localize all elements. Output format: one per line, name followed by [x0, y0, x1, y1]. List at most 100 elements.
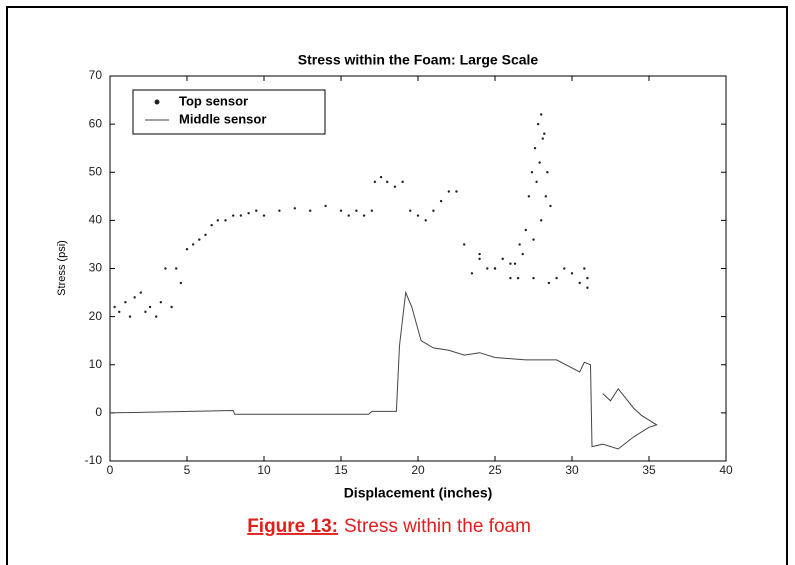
- data-point: [533, 146, 537, 150]
- x-tick-label: 40: [719, 463, 733, 477]
- data-point: [586, 276, 589, 280]
- data-point: [393, 185, 397, 188]
- y-tick-label: 30: [89, 261, 103, 275]
- data-point: [239, 214, 243, 217]
- data-point: [198, 238, 201, 241]
- data-point: [204, 233, 207, 237]
- data-point: [544, 195, 548, 198]
- data-point: [262, 214, 266, 217]
- data-point: [164, 267, 167, 270]
- data-line: [109, 290, 658, 450]
- data-point: [478, 252, 481, 256]
- data-point: [541, 137, 544, 140]
- data-point: [516, 276, 520, 280]
- x-tick-label: 0: [107, 463, 114, 477]
- data-point: [486, 267, 489, 270]
- x-tick-label: 5: [184, 463, 191, 477]
- data-point: [210, 223, 213, 227]
- data-point: [118, 310, 121, 314]
- data-point: [347, 214, 350, 217]
- data-point: [424, 219, 427, 222]
- data-point: [540, 219, 543, 222]
- data-point: [113, 305, 116, 309]
- data-point: [155, 315, 158, 318]
- data-point: [527, 195, 531, 198]
- data-point: [509, 262, 512, 265]
- y-tick-label: 50: [89, 164, 103, 178]
- chart-title: Stress within the Foam: Large Scale: [298, 52, 539, 68]
- data-point: [355, 209, 358, 212]
- caption-label: Figure 13:: [247, 516, 338, 537]
- data-point: [439, 199, 443, 203]
- data-point: [447, 190, 450, 193]
- data-point: [179, 281, 183, 285]
- data-point: [493, 267, 497, 270]
- y-axis-label: Stress (psi): [56, 240, 68, 296]
- data-point: [524, 228, 527, 232]
- data-point: [478, 257, 481, 261]
- data-point: [124, 300, 127, 304]
- data-point: [170, 305, 173, 309]
- data-point: [535, 180, 538, 184]
- x-tick-label: 10: [257, 463, 271, 477]
- data-point: [255, 209, 258, 212]
- data-point: [370, 209, 373, 212]
- data-point: [538, 161, 541, 164]
- legend-box: [132, 89, 326, 135]
- data-point: [247, 211, 250, 215]
- data-point: [532, 276, 535, 280]
- data-point: [185, 248, 189, 251]
- y-tick-label: 0: [95, 405, 102, 419]
- x-tick-label: 15: [334, 463, 348, 477]
- data-point: [148, 305, 152, 309]
- data-point: [540, 113, 543, 116]
- x-tick-label: 30: [565, 463, 579, 477]
- data-point: [232, 214, 235, 217]
- data-point: [175, 267, 178, 270]
- data-point: [570, 272, 574, 275]
- data-point: [379, 175, 383, 179]
- x-tick-label: 35: [642, 463, 656, 477]
- x-tick-label: 20: [411, 463, 425, 477]
- y-tick-label: 40: [89, 213, 103, 227]
- data-point: [555, 276, 558, 280]
- data-point: [216, 219, 219, 222]
- data-point: [224, 219, 227, 222]
- caption-text: Stress within the foam: [344, 516, 531, 537]
- data-point: [583, 267, 586, 270]
- legend-label: Middle sensor: [179, 111, 266, 126]
- data-point: [432, 209, 435, 212]
- data-point: [547, 281, 551, 285]
- data-point: [501, 257, 504, 261]
- data-point: [586, 286, 589, 289]
- y-tick-label: 70: [89, 68, 103, 82]
- data-point: [159, 300, 163, 304]
- data-point: [463, 243, 466, 246]
- x-tick-label: 25: [488, 463, 502, 477]
- legend-label: Top sensor: [179, 93, 248, 108]
- data-point: [309, 209, 312, 212]
- data-point: [386, 180, 389, 184]
- data-point: [278, 209, 281, 212]
- data-point: [191, 243, 195, 246]
- data-point: [373, 180, 377, 184]
- data-point: [536, 122, 540, 126]
- data-point: [546, 171, 549, 174]
- data-point: [513, 262, 517, 265]
- x-axis-label: Displacement (inches): [344, 485, 493, 501]
- data-point: [144, 310, 147, 314]
- data-point: [549, 204, 552, 208]
- data-point: [563, 267, 566, 270]
- data-point: [409, 209, 412, 212]
- data-point: [324, 204, 327, 208]
- data-point: [532, 238, 535, 241]
- data-point: [339, 209, 343, 212]
- data-point: [139, 291, 142, 294]
- data-point: [133, 296, 136, 299]
- data-point: [578, 281, 581, 285]
- data-point: [509, 276, 512, 280]
- y-tick-label: 60: [89, 116, 103, 130]
- data-point: [293, 207, 296, 210]
- data-point: [128, 315, 132, 318]
